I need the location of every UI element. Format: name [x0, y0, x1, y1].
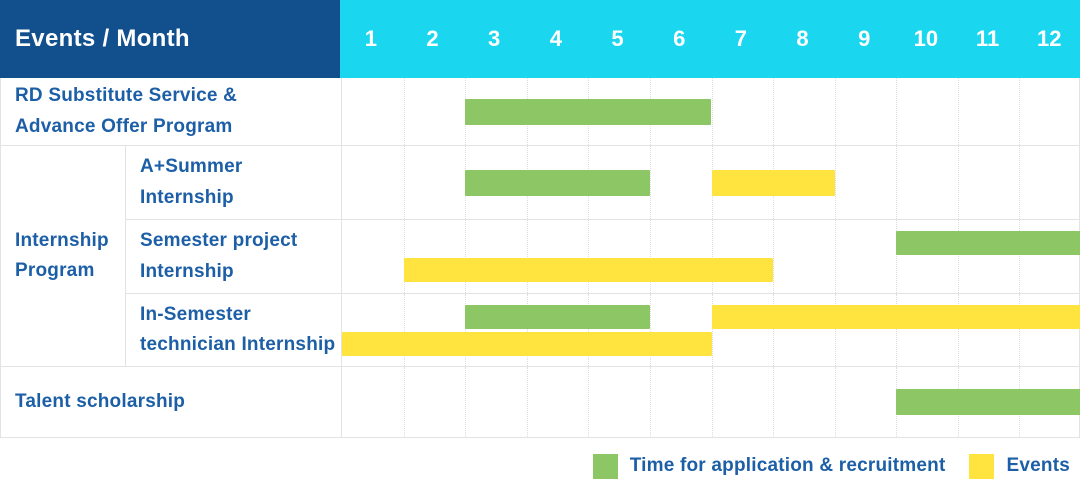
month-gridline — [957, 146, 959, 219]
month-gridline — [773, 220, 775, 293]
month-gridline — [403, 367, 405, 437]
month-gridline — [711, 294, 713, 366]
month-gridline — [649, 146, 651, 219]
gantt-bar-application — [465, 304, 650, 329]
month-header-cell: 12 — [1036, 26, 1062, 51]
month-header-cell: 9 — [858, 26, 871, 51]
row-label-semester-project-internship: Semester project Internship — [125, 220, 341, 294]
month-gridline — [403, 146, 405, 219]
group-label-line: Internship — [15, 229, 109, 251]
group-label-line: Program — [15, 260, 95, 281]
month-gridline — [403, 220, 405, 293]
month-header: 1 2 3 4 5 6 7 8 9 10 11 12 — [340, 0, 1080, 78]
row-label-line: Internship — [140, 186, 234, 208]
month-gridline — [465, 367, 467, 437]
month-gridline — [957, 294, 959, 366]
row-label-line: Advance Offer Program — [15, 115, 233, 137]
green-swatch-icon — [592, 453, 618, 479]
month-gridline — [1019, 146, 1021, 219]
row-label-line: Semester project — [140, 230, 298, 252]
month-header-cell: 1 — [364, 26, 377, 51]
legend-item-application: Time for application & recruitment — [592, 453, 946, 479]
gantt-bar-event — [342, 331, 712, 356]
gantt-bar-application — [465, 98, 712, 125]
month-gridline — [834, 294, 836, 366]
month-gridline — [526, 294, 528, 366]
month-gridline — [773, 78, 775, 145]
month-gridline — [526, 220, 528, 293]
month-gridline — [773, 294, 775, 366]
month-gridline — [1019, 220, 1021, 293]
month-header-cell: 8 — [796, 26, 809, 51]
month-gridline — [588, 367, 590, 437]
month-header-cell: 5 — [611, 26, 624, 51]
month-header-cell: 7 — [734, 26, 747, 51]
table-body: RD Substitute Service & Advance Offer Pr… — [0, 78, 1080, 438]
month-gridline — [957, 220, 959, 293]
month-gridline — [403, 78, 405, 145]
month-gridline — [526, 367, 528, 437]
month-gridline — [649, 367, 651, 437]
month-gridline — [896, 146, 898, 219]
month-gridline — [834, 78, 836, 145]
gantt-bar-event — [711, 169, 835, 196]
month-gridline — [649, 294, 651, 366]
row-label-line: Talent scholarship — [15, 390, 186, 412]
month-gridline — [711, 220, 713, 293]
legend-label-events: Events — [1006, 455, 1070, 476]
row-label-line: technician Internship — [140, 334, 336, 355]
yellow-swatch-icon — [969, 453, 995, 479]
month-gridline — [588, 220, 590, 293]
month-header-cell: 2 — [426, 26, 439, 51]
month-gridline — [465, 220, 467, 293]
chart-row-rd-substitute — [341, 78, 1080, 146]
row-label-line: In-Semester — [140, 303, 251, 325]
row-label-a-summer-internship: A+Summer Internship — [125, 146, 341, 220]
row-label-line: Internship — [140, 260, 234, 282]
row-label-rd-substitute: RD Substitute Service & Advance Offer Pr… — [1, 78, 341, 146]
month-gridline — [834, 220, 836, 293]
month-gridline — [834, 146, 836, 219]
chart-row-in-semester-technician-internship — [341, 294, 1080, 367]
row-label-line: RD Substitute Service & — [15, 85, 238, 107]
row-label-line: A+Summer — [140, 156, 243, 178]
month-gridline — [896, 78, 898, 145]
month-header-cell: 3 — [488, 26, 501, 51]
month-gridline — [711, 78, 713, 145]
legend: Time for application & recruitment Event… — [0, 438, 1080, 494]
month-gridline — [1019, 294, 1021, 366]
gantt-bar-event — [711, 304, 1080, 329]
row-label-in-semester-technician-internship: In-Semester technician Internship — [125, 294, 341, 367]
month-gridline — [773, 367, 775, 437]
month-gridline — [403, 294, 405, 366]
chart-row-a-summer-internship — [341, 146, 1080, 220]
month-gridline — [834, 367, 836, 437]
gantt-bar-application — [896, 389, 1080, 415]
month-gridline — [957, 78, 959, 145]
gantt-bar-application — [465, 169, 650, 196]
month-gridline — [588, 294, 590, 366]
gantt-bar-application — [896, 231, 1080, 255]
legend-label-application: Time for application & recruitment — [629, 455, 946, 476]
month-header-cell: 10 — [913, 26, 939, 51]
month-gridline — [896, 294, 898, 366]
chart-row-semester-project-internship — [341, 220, 1080, 294]
row-label-talent-scholarship: Talent scholarship — [1, 367, 341, 438]
month-header-cell: 11 — [975, 26, 1000, 51]
month-gridline — [711, 367, 713, 437]
gantt-bar-event — [403, 258, 774, 282]
month-gridline — [649, 220, 651, 293]
month-gridline — [1019, 78, 1021, 145]
table-header: Events / Month 1 2 3 4 5 6 7 8 9 10 11 12 — [0, 0, 1080, 78]
group-label-internship-program: Internship Program — [1, 146, 125, 367]
chart-row-talent-scholarship — [341, 367, 1080, 438]
legend-item-events: Events — [945, 453, 1070, 479]
month-gridline — [465, 294, 467, 366]
month-header-cell: 6 — [673, 26, 686, 51]
month-gridline — [896, 220, 898, 293]
month-header-cell: 4 — [549, 26, 562, 51]
header-title: Events / Month — [0, 0, 340, 78]
